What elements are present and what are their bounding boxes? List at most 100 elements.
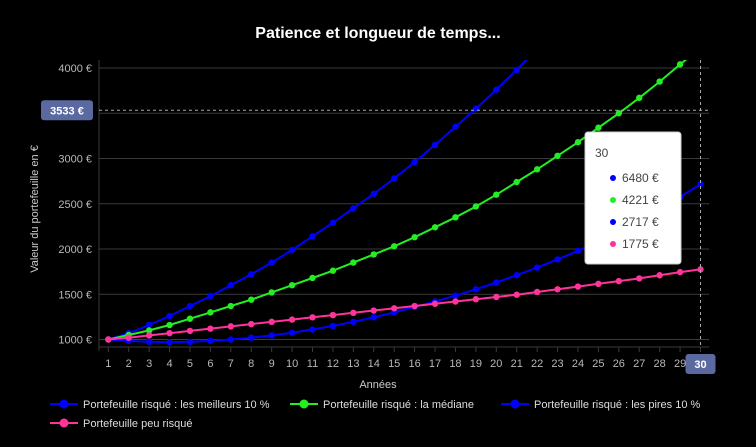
data-point: [390, 243, 398, 250]
data-point: [554, 24, 560, 30]
data-point: [145, 327, 153, 334]
data-point: [350, 309, 357, 317]
y-tick-label: 4000 €: [58, 63, 92, 75]
data-point: [533, 288, 541, 296]
series-line: [108, 60, 688, 341]
data-point: [329, 311, 337, 319]
data-point: [493, 86, 500, 93]
data-point: [186, 327, 194, 335]
data-point: [513, 291, 520, 298]
crosshair-y-badge: [41, 100, 93, 121]
legend-item-3: Portefeuille risqué : les pires 10 %: [501, 399, 701, 411]
data-point: [493, 293, 500, 301]
x-tick-label: 4: [166, 358, 172, 370]
data-point: [227, 302, 235, 310]
data-point: [145, 338, 153, 345]
data-point: [166, 329, 173, 337]
tooltip-title: 30: [595, 146, 609, 160]
data-point: [248, 271, 255, 278]
data-point: [370, 307, 377, 314]
data-point: [370, 314, 377, 321]
legend-marker: [510, 399, 520, 409]
data-point: [370, 190, 377, 197]
x-tick-label: 29: [674, 358, 686, 370]
data-point: [411, 234, 418, 241]
tooltip-row-value: 6480 €: [622, 171, 659, 185]
data-point: [370, 251, 377, 258]
data-point: [227, 282, 235, 289]
data-point: [248, 320, 255, 328]
data-point: [350, 205, 357, 212]
data-point: [227, 336, 235, 343]
chart-title: Patience et longueur de temps...: [255, 25, 500, 42]
data-point: [309, 326, 316, 333]
data-point: [268, 318, 275, 326]
data-point: [574, 283, 582, 290]
legend-marker: [59, 418, 69, 428]
data-point: [554, 286, 561, 293]
data-point: [309, 314, 316, 321]
legend-label: Portefeuille risqué : les meilleurs 10 %: [83, 399, 270, 411]
data-point: [207, 309, 214, 316]
data-point: [472, 105, 480, 112]
legend-label: Portefeuille risqué : la médiane: [323, 399, 474, 411]
data-point: [574, 247, 582, 255]
data-point: [472, 203, 480, 210]
tooltip: 30 6480 € 4221 € 2717 € 1775 €: [584, 131, 682, 265]
data-point: [186, 302, 194, 310]
crosshair-x-label: 30: [694, 359, 706, 371]
data-point: [676, 268, 684, 276]
data-point: [656, 78, 663, 85]
x-tick-label: 5: [187, 358, 193, 370]
legend-label: Portefeuille risqué : les pires 10 %: [534, 399, 701, 411]
data-point: [105, 336, 112, 343]
x-tick-label: 24: [572, 358, 584, 370]
crosshair-y-label: 3533 €: [50, 105, 84, 117]
x-tick-label: 13: [347, 358, 359, 370]
x-tick-label: 26: [613, 358, 625, 370]
data-point: [636, 275, 643, 282]
data-point: [513, 66, 520, 74]
data-point: [574, 139, 582, 146]
x-tick-label: 9: [269, 358, 275, 370]
data-point: [452, 214, 459, 221]
x-axis-label: Années: [359, 379, 397, 391]
data-point: [268, 332, 275, 339]
series-2: [105, 60, 688, 343]
data-point: [390, 305, 398, 312]
data-point: [350, 318, 357, 326]
data-point: [676, 61, 684, 68]
x-tick-label: 14: [368, 358, 380, 370]
x-tick-label: 15: [388, 358, 400, 370]
x-tick-label: 3: [146, 358, 152, 370]
data-point: [575, 1, 581, 7]
tooltip-row-value: 4221 €: [622, 193, 659, 207]
data-point: [207, 325, 214, 332]
data-point: [452, 123, 459, 131]
data-point: [329, 322, 337, 330]
data-point: [288, 316, 296, 323]
data-point: [309, 233, 316, 240]
data-point: [493, 279, 500, 286]
data-point: [595, 124, 602, 131]
y-tick-label: 2000 €: [58, 244, 92, 256]
x-tick-label: 11: [307, 358, 318, 370]
x-tick-label: 28: [654, 358, 666, 370]
data-point: [268, 259, 275, 266]
x-tick-label: 20: [490, 358, 502, 370]
tooltip-row-value: 2717 €: [622, 215, 659, 229]
data-point: [595, 280, 602, 288]
data-point: [248, 334, 255, 341]
x-tick-label: 22: [531, 358, 543, 370]
x-tick-label: 21: [511, 358, 523, 370]
data-point: [452, 292, 459, 299]
data-point: [350, 259, 357, 266]
data-point: [615, 110, 623, 117]
data-point: [288, 282, 296, 289]
data-point: [329, 219, 337, 226]
data-point: [431, 224, 439, 231]
legend-item-4: Portefeuille peu risqué: [50, 418, 192, 430]
data-point: [166, 312, 173, 320]
x-tick-label: 23: [551, 358, 563, 370]
data-point: [288, 246, 296, 254]
